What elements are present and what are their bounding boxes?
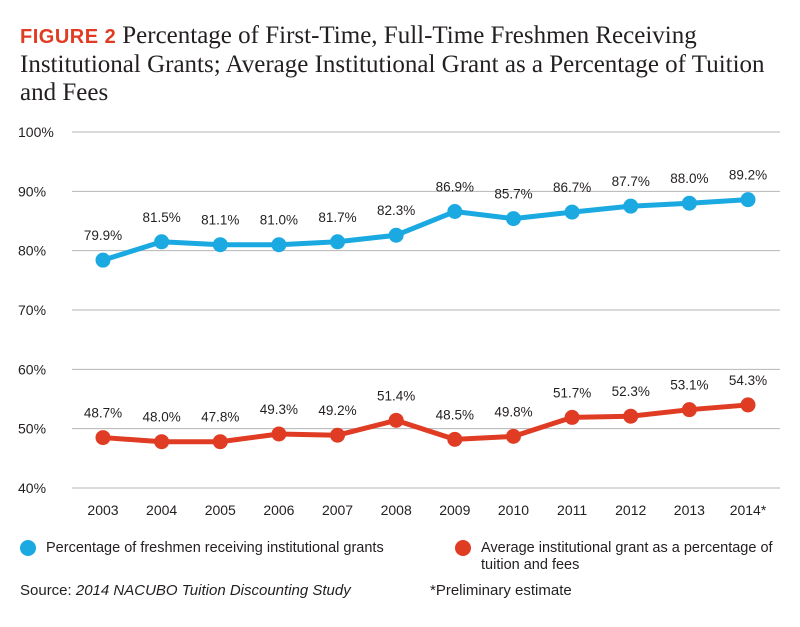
data-label: 81.0% [260,213,298,228]
data-label: 79.9% [84,228,122,243]
legend-swatch-blue [20,540,36,556]
data-label: 87.7% [612,174,650,189]
figure-label: FIGURE 2 [20,26,117,48]
data-label: 89.2% [729,168,767,183]
y-tick-label: 40% [18,480,46,496]
data-point [740,397,756,413]
x-tick-label: 2009 [439,502,470,518]
data-label: 82.3% [377,203,415,218]
data-label: 48.5% [436,407,474,422]
data-label: 86.7% [553,180,591,195]
source-prefix: Source: [20,582,76,599]
x-tick-label: 2013 [674,502,705,518]
data-label: 85.7% [494,187,532,202]
data-label: 51.4% [377,388,415,403]
x-tick-label: 2005 [205,502,236,518]
legend-label-red: Average institutional grant as a percent… [481,540,773,573]
y-tick-label: 60% [18,361,46,377]
data-point [447,431,463,447]
data-label: 54.3% [729,373,767,388]
x-tick-label: 2004 [146,502,177,518]
data-point [681,402,697,418]
data-label: 49.8% [494,404,532,419]
data-point [95,430,111,446]
x-tick-label: 2010 [498,502,529,518]
source-note: Source: 2014 NACUBO Tuition Discounting … [20,582,351,599]
series-line-blue [100,197,751,263]
chart-title: FIGURE 2 Percentage of First-Time, Full-T… [20,22,790,107]
data-point [212,434,228,450]
y-tick-label: 80% [18,243,46,259]
x-tick-label: 2006 [263,502,294,518]
data-point [388,412,404,428]
data-point [740,192,756,208]
data-point [154,434,170,450]
data-point [447,204,463,220]
legend-label-blue: Percentage of freshmen receiving institu… [46,540,384,556]
data-point [330,427,346,443]
data-label: 81.1% [201,213,239,228]
y-tick-label: 90% [18,183,46,199]
data-point [330,234,346,250]
data-label: 81.7% [318,210,356,225]
y-tick-label: 100% [18,124,54,140]
data-point [271,237,287,253]
data-label: 81.5% [142,210,180,225]
x-tick-label: 2014* [730,502,767,518]
data-label: 48.7% [84,406,122,421]
data-point [271,426,287,442]
data-label: 51.7% [553,385,591,400]
data-point [505,428,521,444]
data-point [388,227,404,243]
data-point [623,408,639,424]
data-point [154,234,170,250]
y-tick-label: 50% [18,421,46,437]
source-publication: 2014 NACUBO Tuition Discounting Study [75,582,351,599]
data-point [564,409,580,425]
x-tick-label: 2007 [322,502,353,518]
data-label: 86.9% [436,180,474,195]
data-point [212,237,228,253]
data-label: 88.0% [670,171,708,186]
y-tick-label: 70% [18,302,46,318]
data-label: 48.0% [142,410,180,425]
x-tick-label: 2008 [381,502,412,518]
data-label: 47.8% [201,410,239,425]
data-point [681,195,697,211]
data-label: 52.3% [612,384,650,399]
x-tick-label: 2012 [615,502,646,518]
data-label: 49.3% [260,402,298,417]
data-point [95,252,111,268]
legend-swatch-red [455,540,471,556]
data-label: 49.2% [318,403,356,418]
data-label: 53.1% [670,378,708,393]
footnote: *Preliminary estimate [430,582,572,599]
data-point [505,211,521,227]
x-tick-label: 2003 [87,502,118,518]
title-text: Percentage of First-Time, Full-Time Fres… [20,22,765,106]
data-point [623,198,639,214]
data-point [564,204,580,220]
series-line-red [100,402,751,445]
x-tick-label: 2011 [557,502,587,518]
